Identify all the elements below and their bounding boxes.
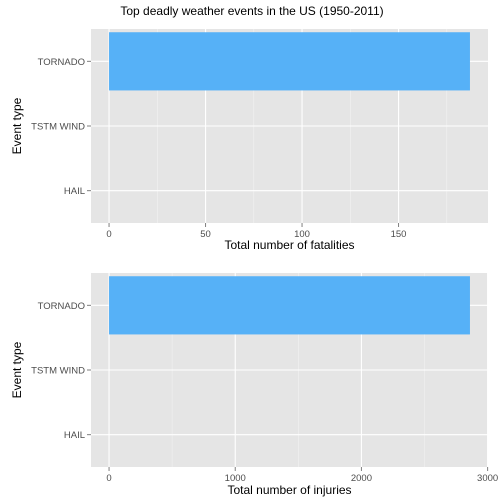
fatalities-y-axis-title: Event type bbox=[10, 97, 24, 154]
injuries-chart: TORNADO TSTM WIND HAIL 0 1000 2000 3000 Total… bbox=[10, 273, 498, 497]
fatalities-bars bbox=[109, 32, 470, 91]
injuries-x-tick-label: 0 bbox=[106, 473, 111, 484]
injuries-bars bbox=[109, 276, 470, 335]
chart-title: Top deadly weather events in the US (195… bbox=[120, 4, 383, 18]
fatalities-x-axis-ticks: 0 50 100 150 bbox=[106, 223, 406, 240]
injuries-x-tick-label: 1000 bbox=[225, 473, 246, 484]
injuries-y-axis-title: Event type bbox=[10, 341, 24, 398]
fatalities-x-axis-title: Total number of fatalities bbox=[224, 238, 354, 252]
injuries-y-axis-ticks: TORNADO TSTM WIND HAIL bbox=[31, 301, 91, 441]
fatalities-x-tick-label: 0 bbox=[106, 229, 111, 240]
fatalities-x-tick-label: 100 bbox=[294, 229, 310, 240]
fatalities-y-tick-label: TSTM WIND bbox=[31, 122, 85, 133]
injuries-x-axis-title: Total number of injuries bbox=[227, 483, 351, 497]
injuries-x-tick-label: 2000 bbox=[351, 473, 372, 484]
injuries-y-tick-label: TSTM WIND bbox=[31, 366, 85, 377]
fatalities-bar-tornado bbox=[109, 32, 470, 91]
fatalities-x-tick-label: 50 bbox=[200, 229, 211, 240]
fatalities-y-axis-ticks: TORNADO TSTM WIND HAIL bbox=[31, 57, 91, 197]
injuries-x-tick-label: 3000 bbox=[477, 473, 498, 484]
fatalities-chart: TORNADO TSTM WIND HAIL 0 50 100 150 Total num… bbox=[10, 29, 488, 252]
fatalities-x-tick-label: 150 bbox=[391, 229, 407, 240]
injuries-y-tick-label: HAIL bbox=[64, 430, 85, 441]
injuries-y-tick-label: TORNADO bbox=[38, 301, 85, 312]
fatalities-y-tick-label: TORNADO bbox=[38, 57, 85, 68]
injuries-bar-tornado bbox=[109, 276, 470, 335]
fatalities-y-tick-label: HAIL bbox=[64, 186, 85, 197]
injuries-x-axis-ticks: 0 1000 2000 3000 bbox=[106, 467, 498, 484]
